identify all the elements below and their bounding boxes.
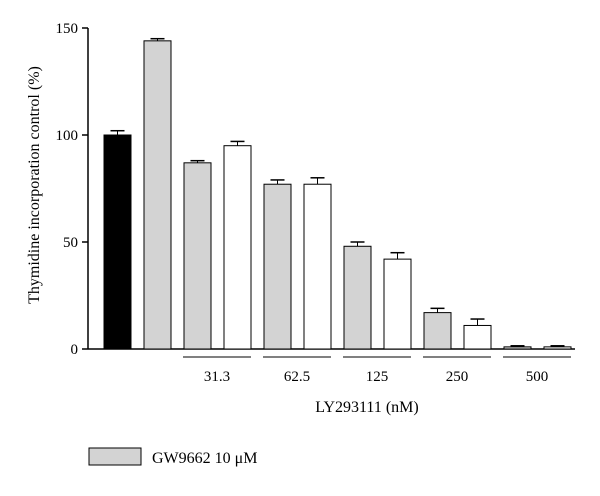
group-label: 62.5 xyxy=(284,369,310,385)
y-tick-label: 50 xyxy=(63,235,78,251)
bar xyxy=(383,258,412,350)
y-tick-label: 0 xyxy=(71,342,79,358)
bar xyxy=(303,183,332,350)
group-label: 31.3 xyxy=(204,369,230,385)
bar xyxy=(503,346,532,350)
bar xyxy=(103,134,132,350)
bars xyxy=(103,37,572,350)
y-tick-label: 150 xyxy=(56,21,79,37)
x-axis-label: LY293111 (nM) xyxy=(315,399,418,416)
y-axis-label: Thymidine incorporation control (%) xyxy=(26,66,43,304)
bar xyxy=(343,245,372,350)
bar xyxy=(263,183,292,350)
group-labels: 31.3 62.5 125 250 500 xyxy=(183,356,571,385)
bar xyxy=(543,346,572,350)
bar xyxy=(223,145,252,350)
legend-swatch xyxy=(88,447,142,466)
bar xyxy=(423,312,452,350)
legend-label: GW9662 10 μM xyxy=(152,450,257,467)
group-label: 125 xyxy=(366,369,389,385)
bar xyxy=(143,40,172,350)
group-label: 250 xyxy=(446,369,469,385)
bar xyxy=(463,324,492,350)
legend: GW9662 10 μM xyxy=(88,447,257,467)
y-tick-label: 100 xyxy=(56,128,79,144)
group-label: 500 xyxy=(526,369,549,385)
bar xyxy=(183,162,212,350)
y-ticks: 0 50 100 150 xyxy=(56,21,88,358)
